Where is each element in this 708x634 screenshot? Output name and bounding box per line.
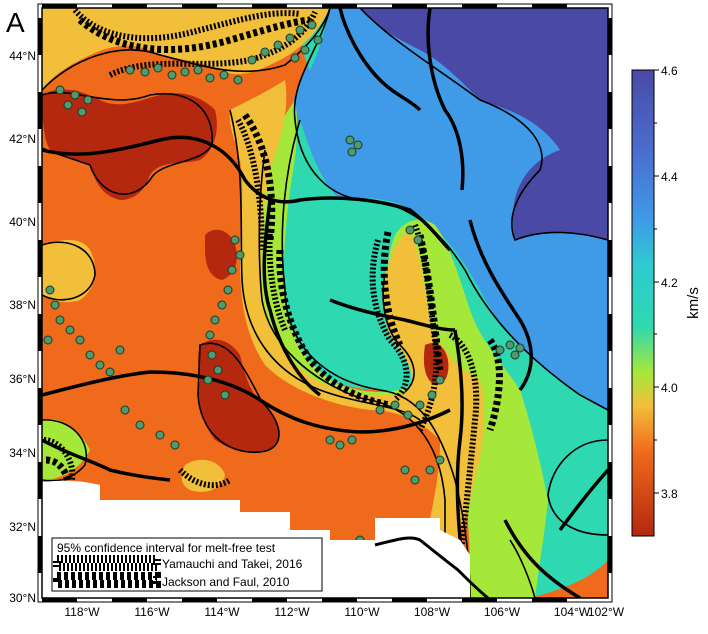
coastline (374, 536, 489, 598)
colorbar: 4.6 4.4 4.2 4.0 3.8 km/s (631, 64, 702, 537)
velocity-region-4-6 (360, 8, 608, 240)
y-axis-ticks: 44°N 42°N 40°N 38°N 36°N 34°N 32°N 30°N (9, 49, 36, 605)
y-tick-label: 42°N (9, 132, 36, 146)
x-tick-label: 116°W (134, 605, 170, 619)
legend-swatch-coarse-hatch (53, 572, 161, 588)
colorbar-tick-label: 4.0 (661, 381, 678, 395)
y-tick-label: 30°N (9, 591, 36, 605)
colorbar-tick-label: 4.4 (661, 170, 678, 184)
velocity-region-4-0 (42, 240, 96, 303)
colorbar-unit-label: km/s (685, 287, 702, 319)
x-tick-label: 108°W (414, 605, 451, 619)
velocity-region-3-8 (42, 89, 217, 200)
legend-swatch-fine-hatch (53, 555, 161, 571)
colorbar-tick-label: 4.6 (661, 64, 678, 78)
legend-title: 95% confidence interval for melt-free te… (57, 541, 276, 555)
x-tick-label: 110°W (344, 605, 380, 619)
velocity-region-4-0 (181, 459, 225, 492)
x-tick-label: 114°W (204, 605, 240, 619)
velocity-region-4-0 (229, 80, 485, 598)
x-tick-label: 112°W (274, 605, 310, 619)
legend-item-label: Jackson and Faul, 2010 (162, 575, 290, 589)
velocity-region-4-1 (470, 540, 510, 598)
y-tick-label: 34°N (9, 446, 36, 460)
legend-item-label: Yamauchi and Takei, 2016 (162, 557, 303, 571)
y-tick-label: 32°N (9, 520, 36, 534)
y-tick-label: 38°N (9, 298, 36, 312)
y-tick-label: 40°N (9, 215, 36, 229)
map-frame (37, 3, 613, 603)
y-tick-label: 44°N (9, 49, 36, 63)
y-tick-label: 36°N (9, 372, 36, 386)
map-area (42, 8, 608, 598)
x-tick-label: 106°W (484, 605, 521, 619)
no-data-region (290, 518, 470, 598)
station-markers (43, 20, 525, 550)
colorbar-tick-label: 4.2 (661, 276, 678, 290)
colorbar-tick-label: 3.8 (661, 487, 678, 501)
panel-label: A (6, 7, 25, 38)
colorbar-gradient (631, 69, 655, 537)
x-tick-label: 104°W (554, 605, 591, 619)
x-tick-label: 118°W (64, 605, 100, 619)
legend-box: 95% confidence interval for melt-free te… (51, 537, 323, 592)
x-axis-ticks: 118°W 116°W 114°W 112°W 110°W 108°W 106°… (64, 605, 624, 619)
province-boundaries (42, 8, 608, 598)
x-tick-label: 102°W (588, 605, 625, 619)
